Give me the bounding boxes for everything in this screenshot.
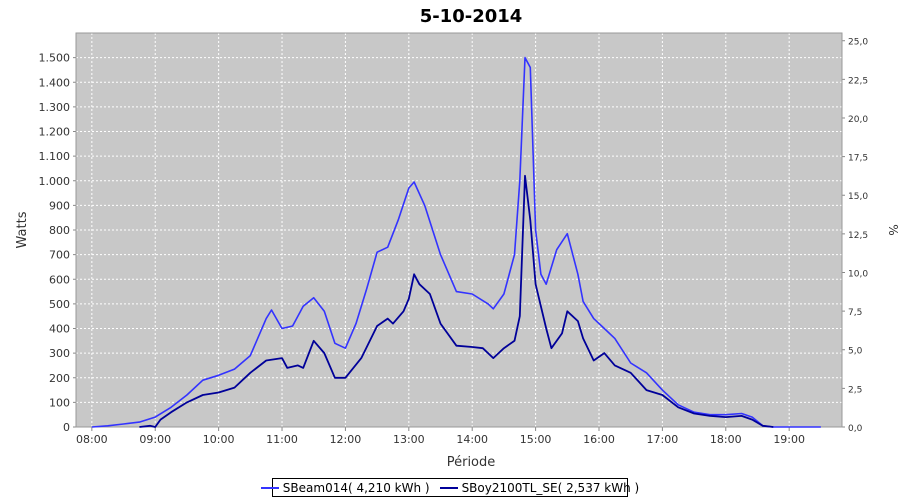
y2-tick-label: 22,5 [848, 76, 868, 86]
y-tick-label: 600 [49, 273, 70, 286]
y-tick-label: 100 [49, 396, 70, 409]
plot-border [75, 32, 843, 428]
y-tick-label: 500 [49, 298, 70, 311]
y-tick-label: 200 [49, 372, 70, 385]
series-line-1 [139, 174, 774, 428]
y2-tick-label: 25,0 [848, 38, 868, 48]
y-tick-label: 1.200 [39, 126, 71, 139]
legend-entry-sboy: SBoy2100TL_SE( 2,537 kWh ) [439, 480, 640, 495]
series-line-0 [91, 56, 821, 428]
y-tick-label: 1.300 [39, 101, 71, 114]
legend-swatch-sboy [439, 486, 458, 489]
x-tick-label: 09:00 [139, 433, 171, 446]
x-tick-label: 16:00 [583, 433, 615, 446]
y-tick-label: 800 [49, 224, 70, 237]
y2-tick-label: 20,0 [848, 115, 868, 125]
y2-tick-label: 2,5 [848, 385, 862, 395]
x-tick-label: 17:00 [647, 433, 679, 446]
plot-area [76, 33, 842, 427]
y-tick-label: 0 [63, 421, 70, 434]
y2-tick-label: 15,0 [848, 192, 868, 202]
x-axis-label: Période [447, 455, 496, 470]
y-tick-label: 1.400 [39, 76, 71, 89]
chart-title: 5-10-2014 [420, 6, 523, 27]
x-tick-label: 19:00 [773, 433, 805, 446]
y-tick-label: 1.100 [39, 150, 71, 163]
x-tick-label: 15:00 [520, 433, 552, 446]
y-tick-label: 400 [49, 323, 70, 336]
y2-tick-label: 7,5 [848, 308, 862, 318]
y-tick-label: 900 [49, 199, 70, 212]
y2-tick-label: 10,0 [848, 269, 868, 279]
x-tick-label: 18:00 [710, 433, 742, 446]
y2-tick-label: 17,5 [848, 154, 868, 164]
y-tick-label: 700 [49, 249, 70, 262]
x-tick-label: 14:00 [456, 433, 488, 446]
y2-tick-label: 12,5 [848, 231, 868, 241]
legend-label-sbeam: SBeam014( 4,210 kWh ) [282, 480, 430, 495]
legend: SBeam014( 4,210 kWh ) SBoy2100TL_SE( 2,5… [260, 478, 639, 497]
x-tick-label: 08:00 [76, 433, 108, 446]
y-tick-label: 300 [49, 347, 70, 360]
y-tick-label: 1.000 [39, 175, 71, 188]
x-tick-label: 13:00 [393, 433, 425, 446]
y-axis-label: Watts [15, 211, 30, 248]
legend-swatch-sbeam [260, 486, 279, 489]
x-tick-label: 11:00 [266, 433, 298, 446]
y2-axis-label: % [886, 224, 900, 235]
legend-entry-sbeam: SBeam014( 4,210 kWh ) [260, 480, 430, 495]
y2-tick-label: 0,0 [848, 424, 863, 434]
legend-label-sboy: SBoy2100TL_SE( 2,537 kWh ) [461, 480, 640, 495]
x-tick-label: 10:00 [203, 433, 235, 446]
y-tick-label: 1.500 [39, 52, 71, 65]
y2-tick-label: 5,0 [848, 347, 863, 357]
x-tick-label: 12:00 [330, 433, 362, 446]
